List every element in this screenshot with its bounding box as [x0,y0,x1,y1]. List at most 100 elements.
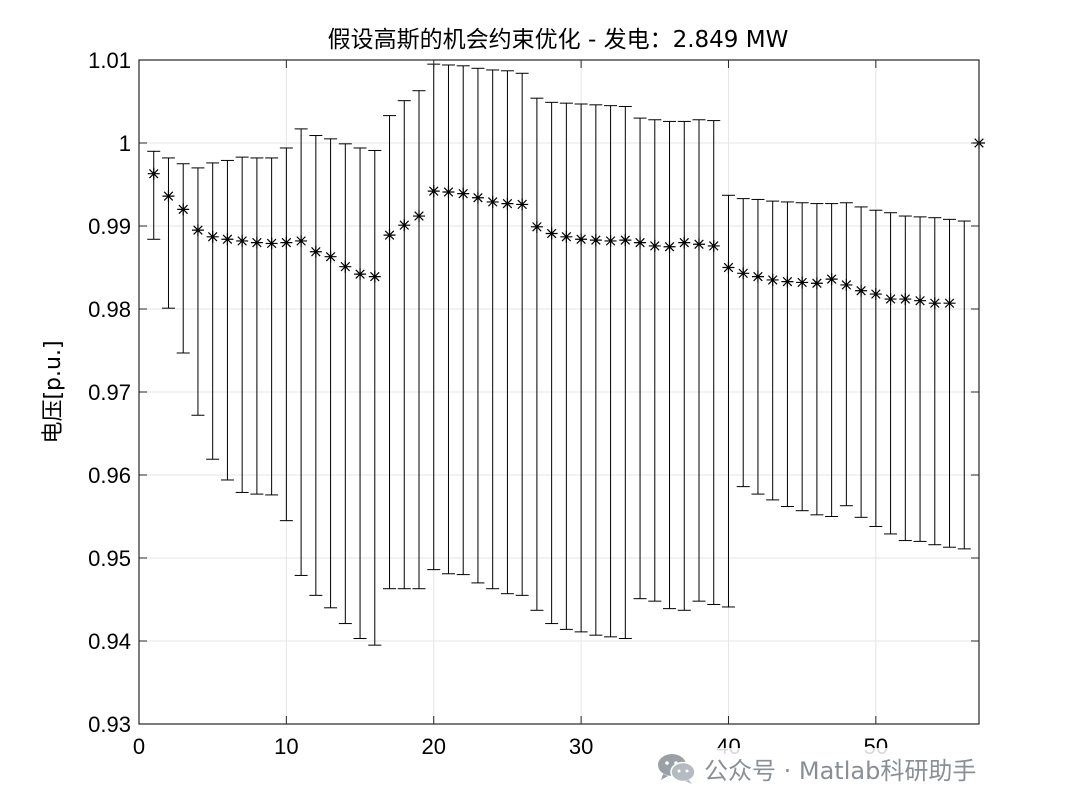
data-point [250,236,263,249]
error-bar [530,97,544,611]
data-point [501,197,514,210]
data-point [177,203,190,216]
error-bar [854,206,868,518]
error-bar [486,69,500,590]
data-point [354,268,367,281]
error-bar [397,100,411,590]
data-point [899,293,912,306]
error-bar [943,218,957,548]
error-bar [191,167,205,416]
error-bar [250,157,264,495]
error-bar [589,104,603,636]
data-point [516,198,529,211]
data-point [162,190,175,203]
data-point [840,278,853,291]
error-bar [279,147,293,522]
error-bar [559,102,573,630]
data-point [914,294,927,307]
error-bar [456,65,470,576]
x-tick-label: 30 [569,734,593,759]
error-bar [368,149,382,646]
error-bar [265,157,279,496]
error-bar [220,159,234,481]
data-point [457,187,470,200]
error-bar [604,105,618,638]
data-point [663,240,676,253]
error-bar [751,198,765,495]
data-point [324,250,337,263]
error-bar [810,203,824,516]
y-tick-label: 0.98 [88,297,131,322]
error-bar [825,203,839,517]
y-tick-label: 0.96 [88,463,131,488]
data-point [589,234,602,247]
data-point [560,230,573,243]
data-point [221,233,234,246]
data-point [693,238,705,251]
data-point [766,273,779,286]
data-point [398,219,411,232]
data-point [147,167,160,180]
data-point [884,293,897,306]
error-bars [147,63,971,646]
data-point [368,270,381,283]
error-bar [677,120,691,611]
data-point [442,185,455,198]
error-bar [161,157,175,309]
watermark: 公众号 · Matlab科研助手 [652,748,985,788]
axes [138,59,980,725]
data-point [309,245,322,258]
y-axis-label: 电压[p.u.] [41,340,66,443]
error-bar [338,143,352,625]
error-bar [383,115,397,590]
data-point [943,297,956,310]
error-bar [766,200,780,501]
error-bar [618,105,632,640]
tick-labels: 0.93 0.94 0.95 0.96 0.97 0.98 0.99 1 1.01 0 10 20 30… [88,48,888,759]
data-point [796,276,809,289]
error-bar [471,67,485,584]
error-bar [206,162,220,460]
error-bar [707,120,721,605]
error-bar [884,212,898,535]
error-bar [309,135,323,596]
error-bar [353,147,367,640]
y-tick-label: 0.95 [88,546,131,571]
data-point [383,229,396,242]
data-point [280,236,293,249]
y-tick-label: 0.94 [88,629,131,654]
data-point [206,230,219,243]
data-point [781,275,794,288]
error-bar [869,209,883,527]
error-bar [736,198,750,488]
data-point [530,220,543,233]
data-point [810,277,823,290]
error-bar [412,90,426,590]
data-point [707,239,720,252]
data-point [634,236,647,249]
data-point [619,234,632,247]
data-point [486,195,499,208]
data-point [604,234,617,247]
error-bar [515,72,529,596]
data-point [751,270,764,283]
error-bar [780,201,794,508]
y-tick-label: 0.99 [88,214,131,239]
data-point [236,234,249,247]
error-bar [663,120,677,610]
y-tick-label: 0.97 [88,380,131,405]
data-point [295,234,308,247]
error-bar [633,117,647,600]
data-point [191,224,204,237]
y-tick-label: 1 [119,131,131,156]
error-bar [898,215,912,542]
error-bar [928,217,942,546]
data-point [855,284,868,297]
error-bar [500,70,514,595]
watermark-text: 公众号 · Matlab科研助手 [704,756,977,785]
data-point [471,191,484,204]
error-bar [574,103,588,633]
error-bar [294,128,308,576]
